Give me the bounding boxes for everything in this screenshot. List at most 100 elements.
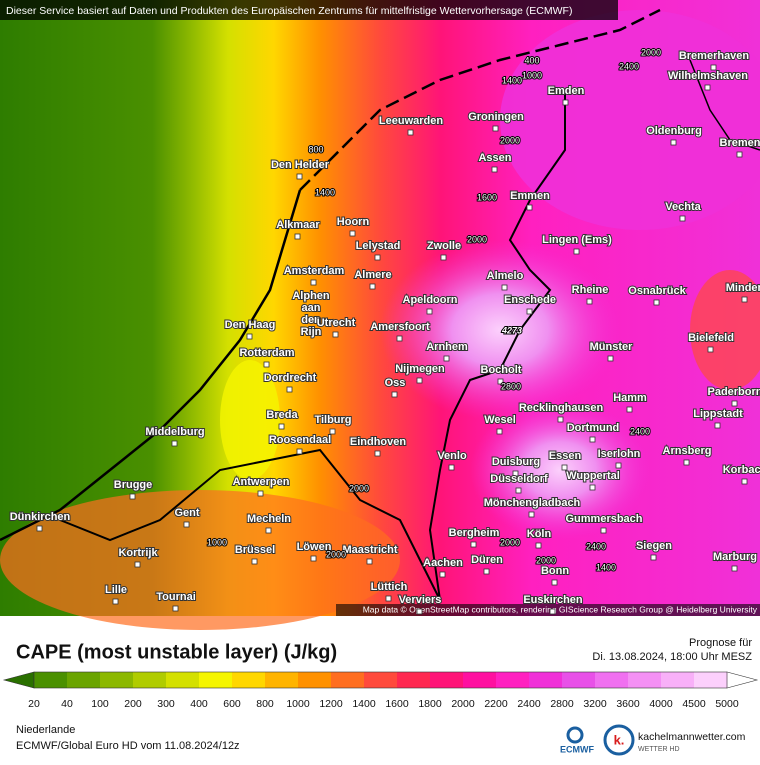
city-marker (626, 406, 633, 413)
city-marker (286, 386, 293, 393)
colorbar-segment (430, 672, 464, 688)
city-marker (443, 355, 450, 362)
city-marker (263, 361, 270, 368)
city-marker (492, 125, 499, 132)
city-marker (257, 490, 264, 497)
city-marker (296, 448, 303, 455)
colorbar-tick-label: 2800 (550, 698, 574, 710)
contour-label: 1400 (596, 562, 616, 572)
city-marker (714, 422, 721, 429)
city-marker (501, 284, 508, 291)
city-label: Arnsberg (663, 445, 712, 457)
colorbar-tick-label: 20 (28, 698, 40, 710)
city-marker (586, 298, 593, 305)
city-label: Assen (478, 152, 511, 164)
city-marker (535, 542, 542, 549)
colorbar-tick-label: 40 (61, 698, 73, 710)
colorbar-over (726, 671, 759, 689)
city-marker (307, 316, 314, 323)
city-label: Tournai (156, 591, 196, 603)
city-marker (526, 204, 533, 211)
city-label: Verviers (399, 594, 442, 606)
city-label: Bremen (720, 137, 760, 149)
city-label: Lippstadt (693, 408, 743, 420)
city-label: Lingen (Ems) (542, 234, 612, 246)
colorbar-tick-label: 2200 (484, 698, 508, 710)
colorbar-segment (463, 672, 497, 688)
border (59, 448, 441, 601)
colorbar-frame (33, 671, 728, 689)
colorbar-segment (628, 672, 662, 688)
city-label: Maastricht (342, 544, 397, 556)
city-marker (741, 478, 748, 485)
colorbar-segment (166, 672, 200, 688)
city-label: Düren (471, 554, 503, 566)
attribution: Map data © OpenStreetMap contributors, r… (363, 604, 758, 614)
city-label: Bremerhaven (679, 50, 750, 62)
colorbar-tick-label: 400 (190, 698, 208, 710)
colorbar-segment (661, 672, 695, 688)
city-label: Wilhelmshaven (668, 70, 748, 82)
kachelmann-logo-sub: WETTER HD (638, 746, 680, 753)
contour-label: 1000 (522, 70, 542, 80)
contour-label: 2000 (500, 135, 520, 145)
city-marker (549, 608, 556, 615)
city-marker (172, 605, 179, 612)
colorbar-tick-label: 3200 (583, 698, 607, 710)
colorbar-segment (232, 672, 266, 688)
city-label: Recklinghausen (519, 402, 604, 414)
city-label: Emmen (510, 190, 550, 202)
city-label: Den Haag (225, 319, 276, 331)
city-marker (470, 541, 477, 548)
city-label: Aachen (423, 557, 463, 569)
city-label: Minden (726, 282, 760, 294)
contour-label: 2000 (467, 234, 487, 244)
city-marker (246, 333, 253, 340)
kachelmann-logo-mark: k. (614, 732, 625, 747)
colorbar-tick-label: 300 (157, 698, 175, 710)
colorbar-tick-label: 100 (91, 698, 109, 710)
city-marker (679, 215, 686, 222)
city-marker (310, 279, 317, 286)
city-label: Eindhoven (350, 436, 407, 448)
city-marker (557, 416, 564, 423)
city-label: Lüttich (371, 581, 408, 593)
city-label: Mönchengladbach (484, 497, 581, 509)
city-label: Wesel (484, 414, 516, 426)
contour-label: 400 (524, 55, 539, 65)
colorbar-tick-label: 1800 (418, 698, 442, 710)
colorbar-segment (298, 672, 332, 688)
map: Dieser Service basiert auf Daten und Pro… (0, 0, 760, 630)
city-label: Oss (385, 377, 406, 389)
cities: Bremerhaven Wilhelmshaven Emden Leeuwarden G… (9, 49, 760, 615)
cape-field (380, 240, 620, 420)
city-label: Almelo (487, 270, 524, 282)
colorbar-tick-label: 600 (223, 698, 241, 710)
city-label: Marburg (713, 551, 757, 563)
contour-label: 1400 (502, 75, 522, 85)
ecmwf-logo (566, 726, 584, 744)
city-label: Brüssel (235, 544, 275, 556)
city-label: Siegen (636, 540, 672, 552)
city-marker (607, 355, 614, 362)
contour-label: 1400 (315, 187, 335, 197)
header-bar (0, 0, 618, 20)
city-marker (385, 595, 392, 602)
city-label: Kortrijk (118, 547, 158, 559)
city-label: Dortmund (567, 422, 620, 434)
city-marker (736, 151, 743, 158)
city-marker (36, 525, 43, 532)
city-label: Groningen (468, 111, 524, 123)
city-marker (526, 308, 533, 315)
kachelmann-logo-text: kachelmannwetter.com (638, 731, 746, 743)
colorbar-tick-label: 1200 (319, 698, 343, 710)
city-label: Bocholt (481, 364, 522, 376)
city-marker (171, 440, 178, 447)
contour-label: 2000 (500, 537, 520, 547)
city-label: Breda (266, 409, 298, 421)
colorbar-segment (529, 672, 563, 688)
city-label: Arnhem (426, 341, 468, 353)
city-label: Lelystad (356, 240, 401, 252)
city-marker (278, 423, 285, 430)
